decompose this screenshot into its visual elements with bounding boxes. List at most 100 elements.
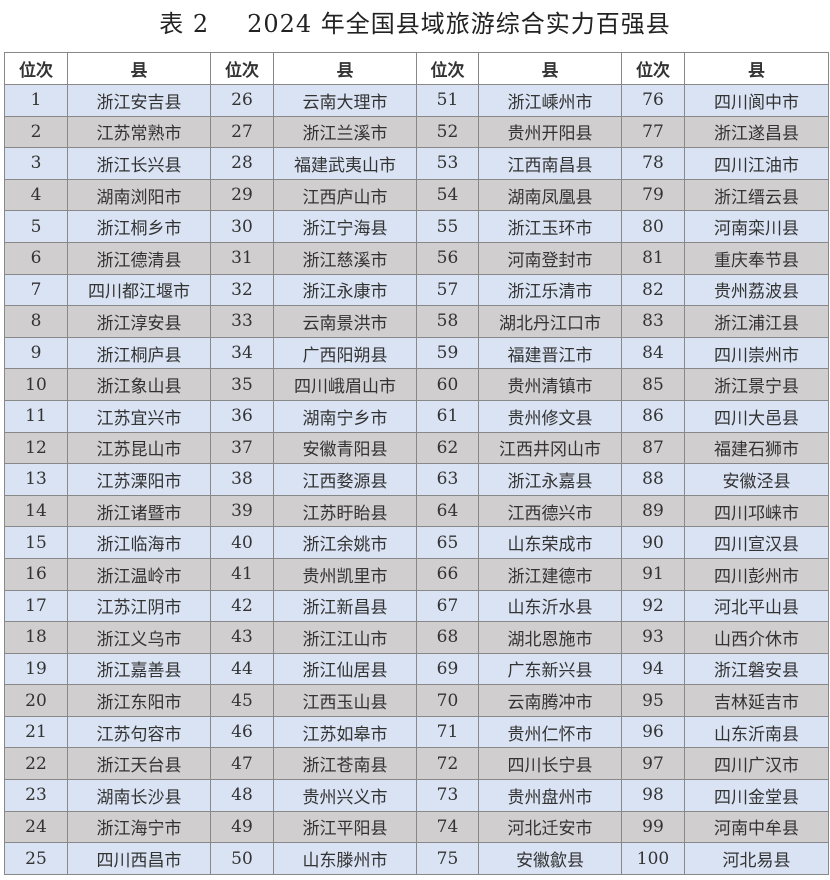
table-row: 25 四川西昌市 50 山东滕州市 75 安徽歙县 100 河北易县 bbox=[4, 842, 829, 875]
rank-cell: 78 bbox=[621, 147, 685, 180]
county-cell: 江苏盱眙县 bbox=[273, 494, 417, 528]
table-row: 23 湖南长沙县 48 贵州兴义市 73 贵州盘州市 98 四川金堂县 bbox=[4, 779, 829, 812]
county-cell: 浙江临海市 bbox=[67, 526, 211, 559]
county-cell: 江西德兴市 bbox=[478, 494, 622, 528]
county-cell: 四川广汉市 bbox=[684, 747, 829, 781]
county-cell: 贵州荔波县 bbox=[684, 273, 829, 307]
rank-cell: 53 bbox=[416, 147, 479, 180]
rank-cell: 98 bbox=[621, 779, 685, 812]
county-cell: 浙江温岭市 bbox=[67, 557, 211, 591]
rank-cell: 99 bbox=[621, 810, 685, 844]
rank-cell: 81 bbox=[621, 241, 685, 275]
county-cell: 四川西昌市 bbox=[67, 842, 211, 875]
rank-cell: 71 bbox=[416, 715, 479, 749]
rank-cell: 24 bbox=[4, 810, 68, 844]
county-cell: 贵州仁怀市 bbox=[478, 715, 622, 749]
rank-cell: 5 bbox=[4, 210, 68, 243]
rank-cell: 29 bbox=[210, 178, 274, 212]
table-row: 2 江苏常熟市 27 浙江兰溪市 52 贵州开阳县 77 浙江遂昌县 bbox=[4, 115, 829, 149]
rank-cell: 95 bbox=[621, 684, 685, 717]
county-cell: 四川邛崃市 bbox=[684, 494, 829, 528]
county-cell: 浙江嵊州市 bbox=[478, 84, 622, 117]
rank-cell: 27 bbox=[210, 115, 274, 149]
rank-cell: 18 bbox=[4, 621, 68, 654]
county-cell: 四川峨眉山市 bbox=[273, 368, 417, 401]
table-row: 9 浙江桐庐县 34 广西阳朔县 59 福建晋江市 84 四川崇州市 bbox=[4, 336, 829, 370]
table-row: 11 江苏宜兴市 36 湖南宁乡市 61 贵州修文县 86 四川大邑县 bbox=[4, 399, 829, 433]
rank-cell: 75 bbox=[416, 842, 479, 875]
rank-cell: 58 bbox=[416, 305, 479, 338]
rank-cell: 63 bbox=[416, 463, 479, 496]
rank-cell: 10 bbox=[4, 368, 68, 401]
county-cell: 贵州修文县 bbox=[478, 399, 622, 433]
county-cell: 江苏江阴市 bbox=[67, 589, 211, 623]
table-row: 17 江苏江阴市 42 浙江新昌县 67 山东沂水县 92 河北平山县 bbox=[4, 589, 829, 623]
county-cell: 浙江浦江县 bbox=[684, 305, 829, 338]
county-cell: 浙江象山县 bbox=[67, 368, 211, 401]
rank-cell: 77 bbox=[621, 115, 685, 149]
county-cell: 湖北恩施市 bbox=[478, 621, 622, 654]
rank-cell: 70 bbox=[416, 684, 479, 717]
rank-cell: 40 bbox=[210, 526, 274, 559]
table-row: 22 浙江天台县 47 浙江苍南县 72 四川长宁县 97 四川广汉市 bbox=[4, 747, 829, 781]
table-title-text: 2024 年全国县域旅游综合实力百强县 bbox=[247, 10, 671, 38]
rank-cell: 57 bbox=[416, 273, 479, 307]
rank-cell: 20 bbox=[4, 684, 68, 717]
rank-cell: 35 bbox=[210, 368, 274, 401]
county-cell: 浙江慈溪市 bbox=[273, 241, 417, 275]
rank-cell: 41 bbox=[210, 557, 274, 591]
header-rank: 位次 bbox=[210, 52, 274, 85]
table-row: 16 浙江温岭市 41 贵州凯里市 66 浙江建德市 91 四川彭州市 bbox=[4, 557, 829, 591]
county-cell: 四川都江堰市 bbox=[67, 273, 211, 307]
rank-cell: 31 bbox=[210, 241, 274, 275]
rank-cell: 91 bbox=[621, 557, 685, 591]
rank-cell: 76 bbox=[621, 84, 685, 117]
rank-cell: 89 bbox=[621, 494, 685, 528]
rank-cell: 17 bbox=[4, 589, 68, 623]
county-cell: 湖北丹江口市 bbox=[478, 305, 622, 338]
rank-cell: 84 bbox=[621, 336, 685, 370]
county-cell: 四川长宁县 bbox=[478, 747, 622, 781]
rank-cell: 88 bbox=[621, 463, 685, 496]
county-cell: 浙江仙居县 bbox=[273, 652, 417, 686]
rank-cell: 2 bbox=[4, 115, 68, 149]
county-cell: 浙江海宁市 bbox=[67, 810, 211, 844]
rank-cell: 4 bbox=[4, 178, 68, 212]
table-row: 20 浙江东阳市 45 江西玉山县 70 云南腾冲市 95 吉林延吉市 bbox=[4, 684, 829, 717]
rank-cell: 46 bbox=[210, 715, 274, 749]
rank-cell: 100 bbox=[621, 842, 685, 875]
rank-cell: 52 bbox=[416, 115, 479, 149]
county-cell: 浙江长兴县 bbox=[67, 147, 211, 180]
rank-cell: 38 bbox=[210, 463, 274, 496]
rank-cell: 97 bbox=[621, 747, 685, 781]
rank-cell: 34 bbox=[210, 336, 274, 370]
county-cell: 河南登封市 bbox=[478, 241, 622, 275]
county-cell: 山东荣成市 bbox=[478, 526, 622, 559]
county-cell: 云南大理市 bbox=[273, 84, 417, 117]
county-cell: 河南中牟县 bbox=[684, 810, 829, 844]
county-cell: 浙江新昌县 bbox=[273, 589, 417, 623]
table-title: 表 2 2024 年全国县域旅游综合实力百强县 bbox=[0, 4, 830, 39]
rank-cell: 16 bbox=[4, 557, 68, 591]
county-cell: 浙江淳安县 bbox=[67, 305, 211, 338]
county-cell: 贵州兴义市 bbox=[273, 779, 417, 812]
rank-cell: 47 bbox=[210, 747, 274, 781]
county-cell: 河北迁安市 bbox=[478, 810, 622, 844]
rank-cell: 39 bbox=[210, 494, 274, 528]
rank-cell: 14 bbox=[4, 494, 68, 528]
rank-cell: 28 bbox=[210, 147, 274, 180]
rank-cell: 33 bbox=[210, 305, 274, 338]
county-cell: 重庆奉节县 bbox=[684, 241, 829, 275]
county-cell: 浙江乐清市 bbox=[478, 273, 622, 307]
county-cell: 湖南浏阳市 bbox=[67, 178, 211, 212]
table-row: 1 浙江安吉县 26 云南大理市 51 浙江嵊州市 76 四川阆中市 bbox=[4, 84, 829, 117]
rank-cell: 7 bbox=[4, 273, 68, 307]
county-cell: 河南栾川县 bbox=[684, 210, 829, 243]
rank-cell: 54 bbox=[416, 178, 479, 212]
rank-cell: 15 bbox=[4, 526, 68, 559]
county-cell: 山东滕州市 bbox=[273, 842, 417, 875]
rank-cell: 50 bbox=[210, 842, 274, 875]
county-cell: 福建石狮市 bbox=[684, 431, 829, 465]
rank-cell: 60 bbox=[416, 368, 479, 401]
county-cell: 安徽泾县 bbox=[684, 463, 829, 496]
